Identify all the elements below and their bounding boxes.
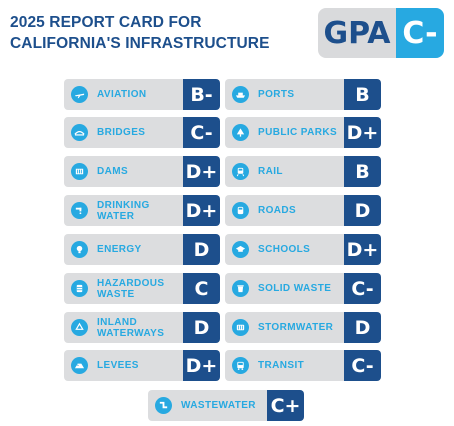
card-label: SCHOOLS xyxy=(258,244,311,255)
grade-badge: D xyxy=(183,312,220,343)
grade-badge: B xyxy=(344,79,381,110)
barrel-icon xyxy=(71,280,88,297)
card-wastewater: WASTEWATER C+ xyxy=(148,390,304,421)
card-label: TRANSIT xyxy=(258,360,305,371)
card-hazardous-waste: HAZARDOUS WASTE C xyxy=(64,273,220,304)
card-ports: PORTS B xyxy=(225,79,381,110)
card-label: AVIATION xyxy=(97,89,147,100)
grade-badge: B- xyxy=(183,79,220,110)
card-aviation: AVIATION B- xyxy=(64,79,220,110)
grade-badge: C- xyxy=(344,273,381,304)
card-label-2: WATERWAYS xyxy=(97,327,165,339)
card-label: STORMWATER xyxy=(258,322,334,333)
card-label-2: WATER xyxy=(97,210,135,222)
gpa-label: GPA xyxy=(318,8,396,58)
card-label: WASTEWATER xyxy=(181,400,256,411)
card-label: DAMS xyxy=(97,166,129,177)
grade-badge: C+ xyxy=(267,390,304,421)
dam-icon xyxy=(71,163,88,180)
card-schools: SCHOOLS D+ xyxy=(225,234,381,265)
grade-badge: D xyxy=(344,312,381,343)
page-title: 2025 REPORT CARD FOR CALIFORNIA'S INFRAS… xyxy=(10,12,270,54)
card-label: PUBLIC PARKS xyxy=(258,127,338,138)
title-line-2: CALIFORNIA'S INFRASTRUCTURE xyxy=(10,35,270,52)
plane-icon xyxy=(71,86,88,103)
card-label: HAZARDOUS xyxy=(97,277,165,289)
card-drinking-water: DRINKING WATER D+ xyxy=(64,195,220,226)
recycle-icon xyxy=(71,319,88,336)
bridge-icon xyxy=(71,124,88,141)
card-rail: RAIL B xyxy=(225,156,381,187)
lightbulb-icon xyxy=(71,241,88,258)
card-label: RAIL xyxy=(258,166,283,177)
drain-icon xyxy=(232,319,249,336)
faucet-icon xyxy=(71,202,88,219)
bus-icon xyxy=(232,357,249,374)
card-label: ROADS xyxy=(258,205,297,216)
card-inland-waterways: INLAND WATERWAYS D xyxy=(64,312,220,343)
card-label: DRINKING xyxy=(97,199,150,211)
trash-icon xyxy=(232,280,249,297)
card-label-2: WASTE xyxy=(97,288,135,300)
card-label: BRIDGES xyxy=(97,127,146,138)
levee-icon xyxy=(71,357,88,374)
card-label: LEVEES xyxy=(97,360,139,371)
grade-badge: D+ xyxy=(344,234,381,265)
card-dams: DAMS D+ xyxy=(64,156,220,187)
park-icon xyxy=(232,124,249,141)
card-solid-waste: SOLID WASTE C- xyxy=(225,273,381,304)
grade-badge: C- xyxy=(344,350,381,381)
pipe-icon xyxy=(155,397,172,414)
grade-badge: B xyxy=(344,156,381,187)
grade-badge: C- xyxy=(183,117,220,148)
gpa-badge: GPA C- xyxy=(318,8,444,58)
grade-badge: D xyxy=(183,234,220,265)
card-stormwater: STORMWATER D xyxy=(225,312,381,343)
card-public-parks: PUBLIC PARKS D+ xyxy=(225,117,381,148)
card-label: PORTS xyxy=(258,89,295,100)
school-icon xyxy=(232,241,249,258)
car-icon xyxy=(232,202,249,219)
card-label: ENERGY xyxy=(97,244,142,255)
grade-badge: D+ xyxy=(183,195,220,226)
train-icon xyxy=(232,163,249,180)
grade-badge: D+ xyxy=(183,156,220,187)
card-label: SOLID WASTE xyxy=(258,283,332,294)
grade-badge: D+ xyxy=(344,117,381,148)
title-line-1: 2025 REPORT CARD FOR xyxy=(10,14,202,31)
card-label: INLAND xyxy=(97,316,138,328)
gpa-grade: C- xyxy=(396,8,444,58)
grade-badge: D+ xyxy=(183,350,220,381)
card-bridges: BRIDGES C- xyxy=(64,117,220,148)
card-roads: ROADS D xyxy=(225,195,381,226)
grade-badge: C xyxy=(183,273,220,304)
card-transit: TRANSIT C- xyxy=(225,350,381,381)
card-levees: LEVEES D+ xyxy=(64,350,220,381)
grade-badge: D xyxy=(344,195,381,226)
card-energy: ENERGY D xyxy=(64,234,220,265)
ship-icon xyxy=(232,86,249,103)
